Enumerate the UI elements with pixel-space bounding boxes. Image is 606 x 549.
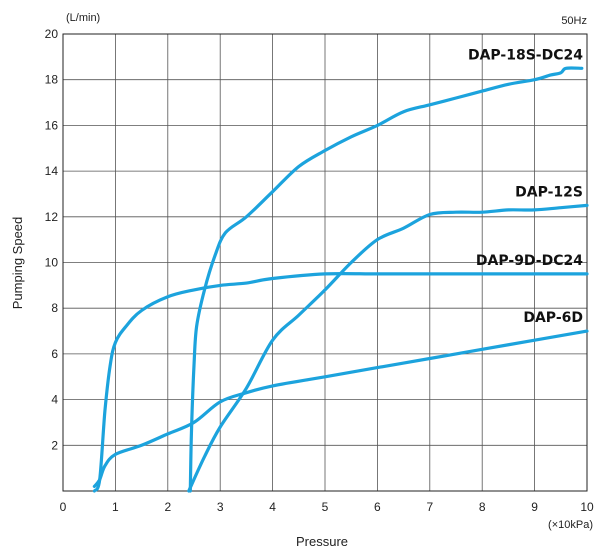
x-tick-label: 5 — [322, 500, 329, 514]
x-tick-label: 1 — [112, 500, 119, 514]
series-label-dap-9d-dc24: DAP-9D-DC24 — [476, 253, 583, 269]
y-tick-label: 20 — [45, 27, 59, 41]
series-labels: DAP-18S-DC24 DAP-12S DAP-9D-DC24 DAP-6D — [468, 47, 583, 326]
x-tick-label: 9 — [531, 500, 538, 514]
y-tick-label: 2 — [51, 438, 58, 452]
series-lines — [92, 66, 589, 493]
x-tick-label: 2 — [164, 500, 171, 514]
y-tick-label: 18 — [45, 73, 59, 87]
x-unit-label: (×10kPa) — [548, 519, 593, 531]
y-axis-title: Pumping Speed — [10, 217, 25, 310]
y-tick-labels: 2 4 6 8 10 12 14 16 18 20 — [45, 27, 59, 452]
series-line-dap-18s-dc24 — [188, 66, 584, 493]
plot-border — [62, 33, 588, 492]
series-label-dap-18s-dc24: DAP-18S-DC24 — [468, 47, 583, 63]
y-tick-label: 16 — [45, 118, 59, 132]
frequency-label: 50Hz — [561, 15, 587, 27]
y-unit-label: (L/min) — [66, 12, 100, 24]
series-label-dap-12s: DAP-12S — [515, 184, 583, 200]
series-line-dap-12s — [187, 203, 589, 493]
y-tick-label: 10 — [45, 256, 59, 270]
series-line-dap-6d — [92, 329, 589, 488]
y-tick-label: 8 — [51, 301, 58, 315]
y-tick-label: 12 — [45, 210, 59, 224]
x-tick-label: 4 — [269, 500, 276, 514]
x-axis-title: Pressure — [296, 534, 348, 549]
x-tick-label: 7 — [426, 500, 433, 514]
x-tick-label: 3 — [217, 500, 224, 514]
x-tick-label: 0 — [60, 500, 67, 514]
series-line-dap-9d-dc24 — [92, 271, 589, 493]
x-tick-label: 6 — [374, 500, 381, 514]
x-tick-labels: 0 1 2 3 4 5 6 7 8 9 10 — [60, 500, 594, 514]
series-label-dap-6d: DAP-6D — [523, 310, 583, 326]
y-tick-label: 4 — [51, 393, 58, 407]
x-tick-label: 10 — [580, 500, 594, 514]
y-tick-label: 6 — [51, 347, 58, 361]
x-tick-label: 8 — [479, 500, 486, 514]
y-tick-label: 14 — [45, 164, 59, 178]
